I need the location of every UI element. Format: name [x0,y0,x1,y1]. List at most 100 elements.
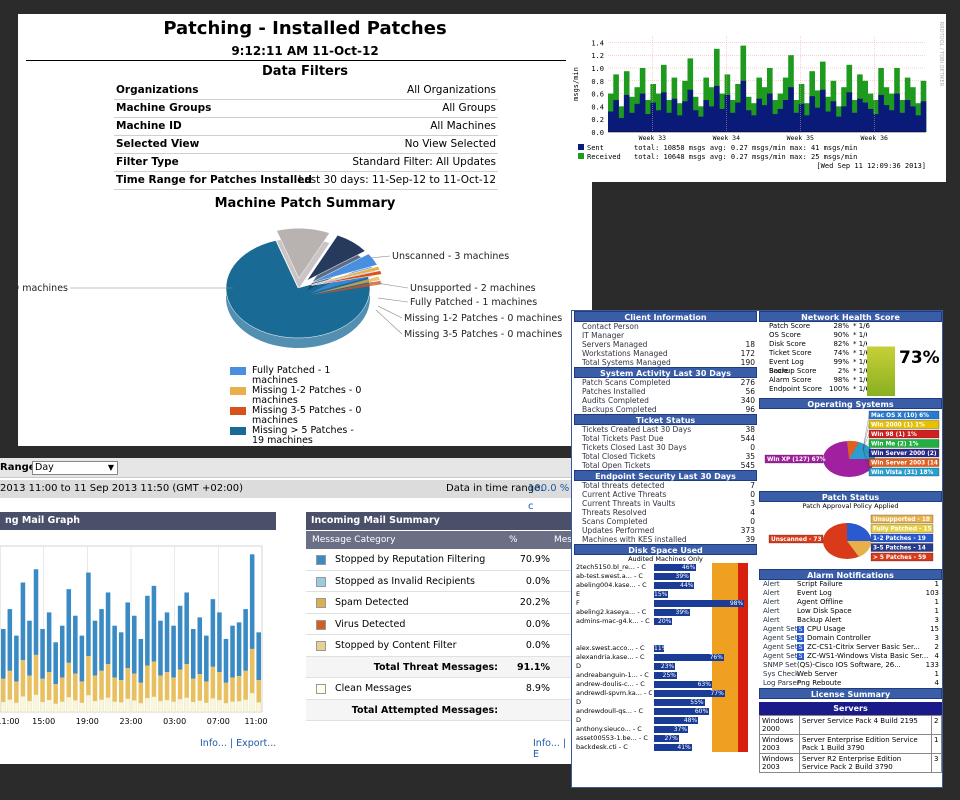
category-swatch [316,555,326,565]
disk-bar: 23% [654,663,676,670]
disk-bar-value: 76% [709,654,723,661]
patch-label: Fully Patched - 15 [873,527,932,533]
mail-bar-reputation [184,592,189,665]
data-row: Total threats detected 7 [574,481,757,490]
range-select[interactable]: Day ▼ [32,461,118,475]
legend-swatch [230,367,246,375]
alarm-desc: Domain Controller [807,634,871,642]
license-header: License Summary [759,688,942,699]
rate-bar-sent [666,112,672,132]
mail-bar-clean [210,698,216,713]
os-pie-chart: Mac OS X (10) 6% Win 2000 (1) 1% Win 98 (1… [764,410,940,477]
mail-bar-reputation [217,612,222,673]
alarm-count: 4 [934,679,939,687]
patch-header: Patch Status [759,491,942,502]
category-pct: 70.9% [519,554,550,565]
os-leader-line [862,424,870,450]
legend-swatch [230,387,246,395]
x-tick-label: 15:00 [32,717,55,726]
category-name: Stopped by Content Filter [335,640,457,651]
disk-row [574,635,757,644]
rate-bar-sent [851,112,858,132]
legend-item: Missing 1-2 Patches - 0 machines [230,386,362,406]
health-row: Patch Score 28% * 1/6 [759,322,942,331]
disk-bar: 55% [654,699,705,706]
disk-bar: 39% [654,609,690,616]
rate-bar-sent [788,87,794,132]
row-value: 276 [740,378,755,387]
disk-bar-value: 25% [662,672,676,679]
agent-set-icon: S [797,653,804,660]
mail-bar-reputation [73,615,78,674]
data-row: Servers Managed 18 [574,340,757,349]
rate-bar-sent [745,110,752,132]
mail-bar-reputation [53,642,58,685]
os-label: Win Server 2000 (2) [871,451,937,457]
disk-row: F 98% [574,599,757,608]
category-swatch [316,641,326,651]
rate-bar-sent [899,112,906,132]
mail-bar-clean [190,701,196,713]
mail-bar-spam [14,681,19,703]
disk-bar: 25% [654,672,677,679]
health-gauge [867,328,895,396]
range-label: Range: [0,462,40,473]
rate-bar-sent [735,102,741,132]
alarm-count: 133 [925,661,939,669]
mail-bar-clean [249,692,255,713]
mail-bar-clean [46,699,52,713]
alarm-desc: Web Server [797,670,838,678]
mail-bar-reputation [20,582,26,661]
disk-bar: 77% [654,690,725,697]
category-pct: 20.2% [519,597,550,608]
total-threat-row: Total Threat Messages: 91.1% [306,656,574,678]
rrd-graph: 0.0 0.2 0.4 0.6 0.8 1.0 1.2 1.4 msgs/min RRDTOOL … [566,14,946,182]
row-key: Updates Performed [582,526,655,535]
disk-bar-value: 23% [660,663,675,670]
mail-summary-header: Incoming Mail Summary [306,512,574,530]
mail-bar-reputation [40,629,45,679]
license-row: Windows 2003 Server Enterprise Edition Se… [759,734,942,754]
pie-slice-label: Fully Patched - 1 machines [410,297,537,308]
kaseya-dashboard: Client Information Contact Person IT Manag… [571,310,943,788]
os-label: Win Me (2) 1% [871,442,919,448]
summary-links[interactable]: Info... | E [533,738,567,760]
row-value: 545 [740,461,755,470]
disk-bar-value: 39% [675,573,689,580]
mail-bar-reputation [230,625,235,678]
alarm-row: Alert Low Disk Space 1 [759,607,942,616]
legend-stats: total: 10648 msgs avg: 0.27 msgs/min max… [634,153,857,161]
mail-bar-spam [236,676,242,702]
col-msg: Mess [554,535,574,545]
category-swatch [316,576,326,587]
disk-bar-value: 77% [710,690,724,697]
mail-bar-reputation [1,629,6,679]
disk-bar: 60% [654,708,710,715]
rate-bar-sent [761,105,768,132]
rate-bar-sent [825,111,831,132]
filter-value: No View Selected [404,138,496,150]
alarm-type: Log Parser [763,679,800,687]
disk-bar-value: 63% [697,681,711,688]
rate-bar-sent [703,100,709,132]
row-key: Servers Managed [582,340,648,349]
mail-bar-spam [105,664,111,698]
row-key: Backups Completed [582,405,657,414]
x-tick-label: Week 34 [713,134,740,142]
health-pct: 74% [833,349,849,357]
os-leader-line [862,414,870,450]
rate-bar-sent [777,108,784,132]
disk-row: andrewdoull-qs... - C 60% [574,707,757,716]
disk-bar-value: 98% [729,600,744,607]
y-tick-label: 0.2 [591,116,604,124]
license-os: Windows 2003 [759,753,800,773]
patch-label-box [768,534,824,544]
row-key: Patch Scans Completed [582,378,671,387]
disk-row: andrewdl-spvm.ka... - C 77% [574,689,757,698]
graph-links[interactable]: Info... | Export... [200,738,277,749]
health-row: Ticket Score 74% * 1/6 [759,349,942,358]
legend-label: Received [587,153,621,161]
health-key: Event Log Score [769,358,804,375]
mail-bar-clean [216,699,222,713]
row-value: 0 [750,490,755,499]
